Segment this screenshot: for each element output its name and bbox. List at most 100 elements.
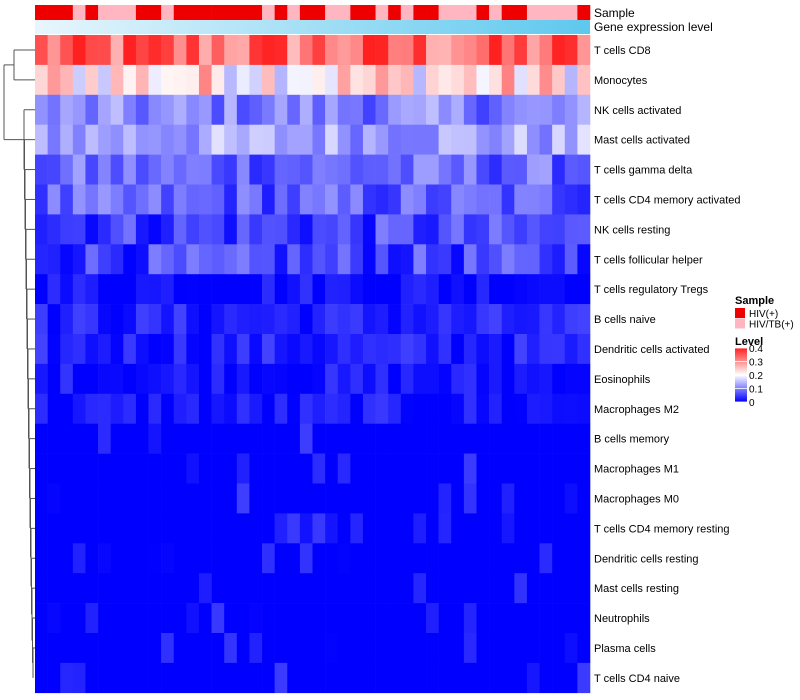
heatmap-cell [312,603,326,634]
heatmap-cell [47,244,61,275]
heatmap-cell [337,35,351,66]
heatmap-cell [299,423,313,454]
heatmap-cell [539,483,553,514]
heatmap-cell [526,633,540,664]
heatmap-cell [198,35,212,66]
heatmap-cell [173,244,187,275]
heatmap-cell [224,214,238,245]
heatmap-cell [72,35,86,66]
heatmap-cell [224,483,238,514]
heatmap-cell [198,423,212,454]
heatmap-cell [451,603,465,634]
heatmap-cell [438,64,452,96]
heatmap-cell [35,393,48,424]
heatmap-cell [211,453,225,484]
heatmap-cell [236,573,250,604]
heatmap-cell [388,274,402,305]
heatmap-cell [463,513,477,544]
heatmap-cell [489,244,503,275]
heatmap-cell [526,214,540,245]
heatmap-cell [337,543,351,574]
heatmap-cell [501,154,515,185]
heatmap-cell [211,423,225,454]
heatmap-cell [501,274,515,305]
heatmap-cell [375,423,389,454]
heatmap-cell [362,483,376,514]
heatmap-cell [224,662,238,694]
heatmap-cell [135,124,149,155]
heatmap-cell [198,543,212,574]
heatmap-cell [564,274,578,305]
heatmap-cell [161,35,175,66]
heatmap-cell [198,64,212,96]
heatmap-cell [476,154,490,185]
heatmap-cell [211,543,225,574]
heatmap-cell [47,423,61,454]
heatmap-cell [186,453,200,484]
heatmap-cell [501,334,515,365]
heatmap-cell [60,483,74,514]
heatmap-cell [135,64,149,96]
heatmap-cell [85,274,99,305]
legend-level-tick-label: 0.2 [749,371,763,382]
heatmap-cell [514,633,528,664]
heatmap-cell [312,453,326,484]
heatmap-cell [287,304,301,335]
heatmap-cell [350,184,364,215]
heatmap-cell [463,423,477,454]
heatmap-cell [350,453,364,484]
heatmap-cell [463,94,477,125]
heatmap-cell [552,393,566,424]
heatmap-cell [72,513,86,544]
heatmap-cell [375,94,389,125]
heatmap-cell [526,124,540,155]
heatmap-cell [287,483,301,514]
heatmap-cell [161,124,175,155]
heatmap-cell [337,94,351,125]
heatmap-cell [47,513,61,544]
heatmap-cell [198,633,212,664]
heatmap-cell [60,543,74,574]
sample-annotation-cell [426,5,439,20]
heatmap-cell [211,124,225,155]
heatmap-cell [413,334,427,365]
sample-annotation-cell [539,5,553,20]
heatmap-cell [337,154,351,185]
heatmap-cell [350,662,364,694]
heatmap-cell [312,393,326,424]
heatmap-cell [388,633,402,664]
sample-annotation-cell [552,5,566,20]
heatmap-cell [337,334,351,365]
heatmap-cell [60,334,74,365]
heatmap-cell [451,453,465,484]
heatmap-cell [135,453,149,484]
heatmap-cell [198,483,212,514]
heatmap-cell [426,513,439,544]
heatmap-cell [577,124,591,155]
heatmap-cell [274,154,288,185]
heatmap-cell [224,393,238,424]
heatmap-cell [135,334,149,365]
heatmap-cell [173,543,187,574]
heatmap-cell [47,214,61,245]
heatmap-cell [476,94,490,125]
heatmap-cell [325,94,339,125]
heatmap-cell [312,334,326,365]
row-label: B cells naive [594,314,656,326]
heatmap-cell [526,513,540,544]
heatmap-cell [198,363,212,395]
heatmap-cell [463,543,477,574]
legend-level-tick-label: 0.3 [749,358,763,369]
heatmap-cell [85,124,99,155]
heatmap-cell [375,363,389,395]
heatmap-cell [299,363,313,395]
heatmap-cell [362,154,376,185]
heatmap-cell [413,214,427,245]
heatmap-cell [312,274,326,305]
heatmap-cell [388,603,402,634]
heatmap-cell [476,244,490,275]
heatmap-cell [161,543,175,574]
heatmap-cell [375,573,389,604]
heatmap-cell [476,423,490,454]
heatmap-cell [98,423,111,454]
